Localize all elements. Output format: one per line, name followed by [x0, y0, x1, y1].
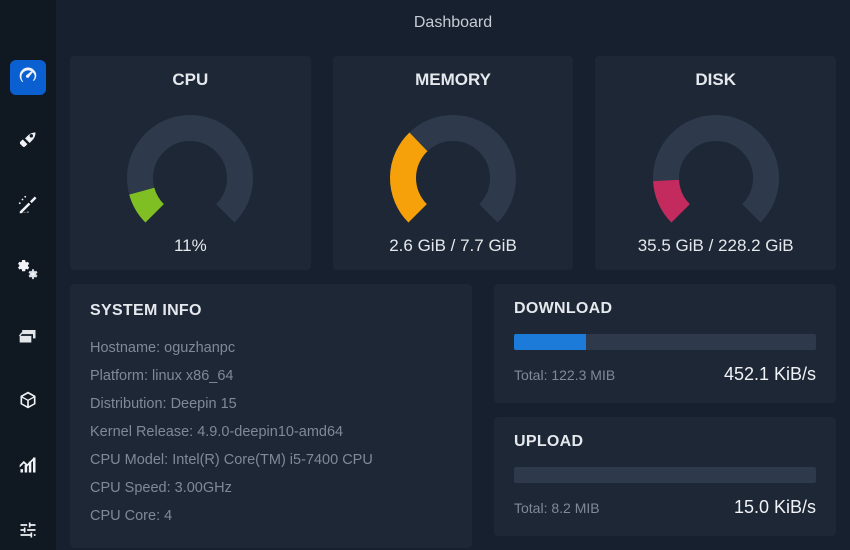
- info-row: Kernel Release: 4.9.0-deepin10-amd64: [90, 418, 452, 446]
- sidebar-item-services[interactable]: [10, 255, 46, 290]
- page-title: Dashboard: [70, 10, 836, 42]
- package-icon: [18, 390, 38, 415]
- sidebar-item-startup[interactable]: [10, 125, 46, 160]
- gauge-cpu: [100, 98, 280, 228]
- section-title: UPLOAD: [514, 433, 816, 451]
- upload-rate: 15.0 KiB/s: [734, 497, 816, 518]
- progress-track: [514, 467, 816, 483]
- gauge-title: MEMORY: [415, 70, 491, 90]
- info-row: CPU Speed: 3.00GHz: [90, 474, 452, 502]
- gauge-card-memory: MEMORY 2.6 GiB / 7.7 GiB: [333, 56, 574, 270]
- system-info-card: SYSTEM INFO Hostname: oguzhanpcPlatform:…: [70, 284, 472, 548]
- speedometer-icon: [18, 65, 38, 90]
- lower-row: SYSTEM INFO Hostname: oguzhanpcPlatform:…: [70, 284, 836, 548]
- gauge-card-cpu: CPU 11%: [70, 56, 311, 270]
- sidebar-item-resources[interactable]: [10, 450, 46, 485]
- gears-icon: [18, 260, 38, 285]
- gauge-title: DISK: [695, 70, 736, 90]
- download-stats: Total: 122.3 MIB 452.1 KiB/s: [514, 364, 816, 385]
- sidebar-item-dashboard[interactable]: [10, 60, 46, 95]
- info-row: Platform: linux x86_64: [90, 362, 452, 390]
- upload-total: Total: 8.2 MIB: [514, 500, 600, 516]
- gauge-value: 35.5 GiB / 228.2 GiB: [638, 236, 794, 256]
- upload-stats: Total: 8.2 MIB 15.0 KiB/s: [514, 497, 816, 518]
- gauge-value: 2.6 GiB / 7.7 GiB: [389, 236, 517, 256]
- sidebar-item-settings[interactable]: [10, 515, 46, 550]
- download-card: DOWNLOAD Total: 122.3 MIB 452.1 KiB/s: [494, 284, 836, 403]
- rocket-icon: [18, 130, 38, 155]
- sliders-icon: [18, 520, 38, 545]
- network-column: DOWNLOAD Total: 122.3 MIB 452.1 KiB/s UP…: [494, 284, 836, 548]
- gauge-disk: [626, 98, 806, 228]
- info-row: Distribution: Deepin 15: [90, 390, 452, 418]
- sidebar-item-processes[interactable]: [10, 320, 46, 355]
- download-rate: 452.1 KiB/s: [724, 364, 816, 385]
- info-row: CPU Model: Intel(R) Core(TM) i5-7400 CPU: [90, 446, 452, 474]
- progress-track: [514, 334, 816, 350]
- gauge-card-disk: DISK 35.5 GiB / 228.2 GiB: [595, 56, 836, 270]
- progress-fill: [514, 334, 586, 350]
- windows-icon: [18, 325, 38, 350]
- info-row: CPU Core: 4: [90, 502, 452, 530]
- gauge-row: CPU 11% MEMORY 2.6 GiB / 7.7 GiB DISK 35…: [70, 56, 836, 270]
- gauge-memory: [363, 98, 543, 228]
- upload-card: UPLOAD Total: 8.2 MIB 15.0 KiB/s: [494, 417, 836, 536]
- section-title: SYSTEM INFO: [90, 302, 452, 320]
- download-total: Total: 122.3 MIB: [514, 367, 615, 383]
- sidebar: [0, 0, 56, 550]
- gauge-value: 11%: [174, 236, 207, 256]
- chart-icon: [18, 455, 38, 480]
- sidebar-item-cleaner[interactable]: [10, 190, 46, 225]
- section-title: DOWNLOAD: [514, 300, 816, 318]
- main: Dashboard CPU 11% MEMORY 2.6 GiB / 7.7 G…: [56, 0, 850, 550]
- broom-icon: [17, 194, 39, 221]
- system-info-list: Hostname: oguzhanpcPlatform: linux x86_6…: [90, 334, 452, 530]
- sidebar-item-packages[interactable]: [10, 385, 46, 420]
- gauge-title: CPU: [172, 70, 208, 90]
- info-row: Hostname: oguzhanpc: [90, 334, 452, 362]
